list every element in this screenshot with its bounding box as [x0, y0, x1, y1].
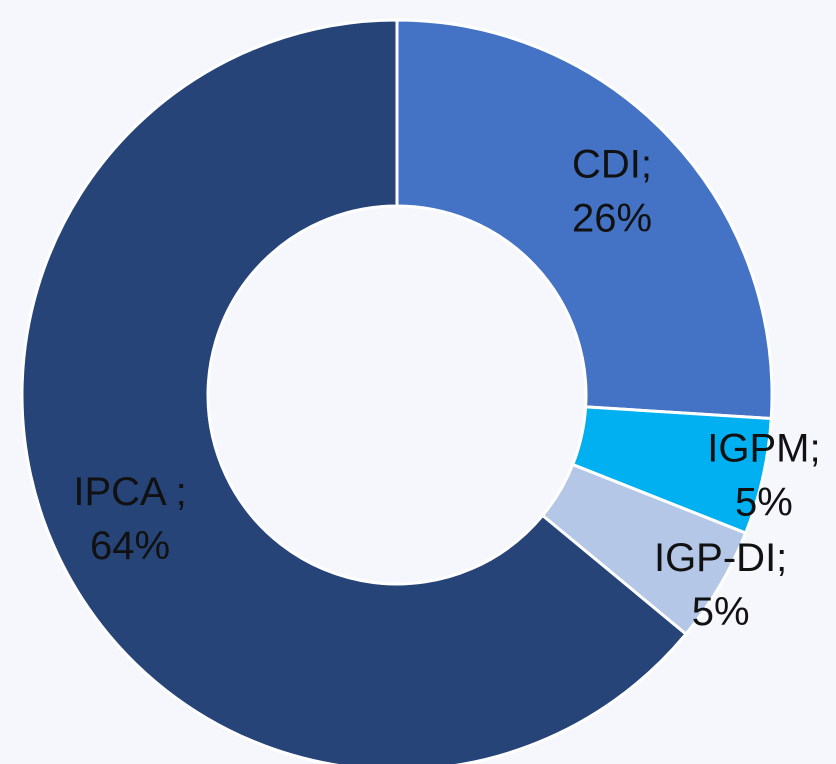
slice-label: CDI;: [572, 143, 652, 187]
slice-value-label: 5%: [735, 481, 793, 525]
slice-label: IGPM;: [707, 427, 820, 471]
donut-slice: [395, 18, 774, 421]
slice-label: IPCA ;: [73, 470, 186, 514]
slice-value-label: 5%: [692, 590, 750, 634]
donut-slice: [20, 18, 689, 764]
slice-value-label: 26%: [572, 197, 652, 241]
slice-label: IGP-DI;: [654, 536, 787, 580]
slice-value-label: 64%: [90, 524, 170, 568]
